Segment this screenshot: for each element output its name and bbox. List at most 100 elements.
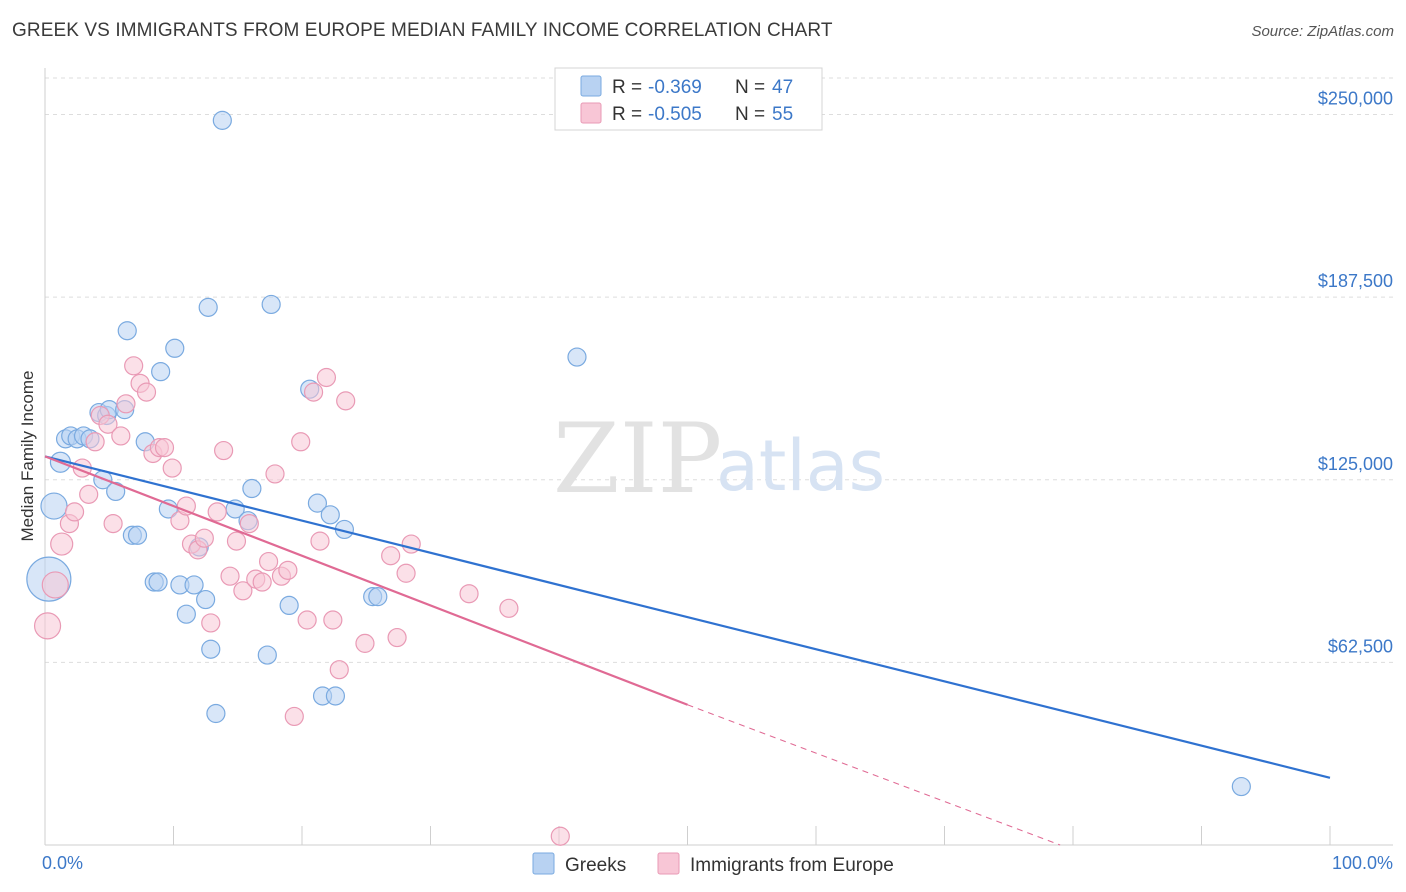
x-tick-label-min: 0.0% [42, 853, 83, 873]
greeks-point [198, 297, 218, 317]
y-tick-label: $187,500 [1318, 271, 1393, 291]
greeks-point [206, 703, 226, 724]
europe-point [136, 382, 157, 402]
europe-point [387, 627, 407, 648]
greeks-point [117, 321, 137, 341]
greeks-point [151, 362, 171, 382]
europe-point [207, 502, 227, 522]
europe-point [239, 513, 259, 534]
watermark: ZIP atlas [553, 403, 885, 515]
greeks-point [279, 595, 299, 616]
bottom-legend-swatch-europe [657, 852, 680, 875]
legend-swatch-europe [580, 102, 602, 124]
europe-point [226, 531, 247, 551]
greeks-point [307, 493, 328, 513]
bottom-legend-swatch-greeks [532, 852, 555, 875]
greeks-point [196, 589, 216, 610]
greeks-point [201, 639, 221, 659]
europe-point [291, 432, 311, 452]
europe-point [323, 610, 343, 630]
europe-point [336, 391, 356, 411]
greeks-point [148, 572, 168, 592]
data-points [26, 110, 1251, 846]
europe-point [201, 613, 221, 633]
source-credit: Source: ZipAtlas.com [1251, 23, 1394, 40]
europe-point [111, 426, 131, 446]
europe-point [265, 464, 285, 484]
greeks-point [257, 645, 277, 665]
x-tick-label-max: 100.0% [1332, 853, 1393, 873]
greeks-point [567, 347, 587, 367]
y-tick-label: $62,500 [1328, 636, 1393, 656]
europe-point [278, 560, 298, 580]
greeks-point [325, 686, 346, 706]
europe-trend-extension [687, 704, 1061, 846]
greeks-point [242, 478, 262, 499]
europe-point [176, 496, 196, 516]
stats-legend: R = -0.369 N = 47 R = -0.505 N = 55 [554, 67, 823, 131]
europe-point [154, 438, 175, 458]
europe-point [33, 612, 62, 640]
greeks-point [320, 505, 340, 525]
europe-point [220, 566, 240, 586]
europe-point [103, 513, 123, 534]
europe-point [41, 571, 69, 599]
europe-point [499, 598, 519, 618]
europe-point [550, 826, 570, 846]
greeks-point [261, 294, 281, 315]
legend-r-value-greeks: -0.369 [648, 77, 702, 98]
europe-point [252, 572, 272, 592]
greeks-point [212, 110, 232, 130]
legend-n-value-greeks: 47 [772, 77, 793, 98]
bottom-legend-label-greeks: Greeks [565, 855, 626, 876]
greeks-trend-line [44, 455, 1331, 779]
greeks-point [368, 587, 388, 607]
europe-point [329, 660, 349, 680]
europe-point [162, 458, 182, 478]
europe-point [194, 528, 214, 548]
europe-point [64, 502, 85, 522]
y-axis-label: Median Family Income [18, 370, 37, 541]
legend-r-label-europe: R = [612, 104, 642, 125]
greeks-point [165, 338, 185, 358]
europe-point [116, 394, 136, 414]
europe-point [79, 484, 99, 504]
legend-r-value-europe: -0.505 [648, 104, 702, 125]
legend-n-value-europe: 55 [772, 104, 793, 125]
greeks-point [127, 525, 148, 545]
bottom-legend-label-europe: Immigrants from Europe [690, 855, 894, 876]
europe-point [284, 706, 304, 727]
greeks-point [40, 492, 68, 520]
europe-point [85, 432, 105, 452]
europe-point [381, 546, 401, 566]
legend-swatch-greeks [580, 75, 602, 97]
tick-labels: 0.0% 100.0% $62,500 $125,000 $187,500 $250,… [42, 89, 1393, 873]
europe-point [355, 633, 375, 653]
europe-point [459, 584, 479, 604]
europe-point [258, 551, 279, 572]
greeks-point [106, 481, 126, 502]
legend-n-label-greeks: N = [735, 77, 765, 98]
europe-trend-line [44, 455, 688, 706]
europe-point [233, 581, 253, 601]
greeks-point [1231, 776, 1251, 797]
legend-n-label-europe: N = [735, 104, 765, 125]
greeks-point [184, 575, 204, 595]
europe-point [297, 610, 317, 630]
legend-r-label-greeks: R = [612, 77, 642, 98]
europe-point [310, 531, 330, 551]
watermark-zip: ZIP [553, 403, 722, 515]
europe-point [98, 414, 118, 434]
trend-lines [44, 455, 1331, 846]
europe-point [50, 532, 74, 556]
chart-title: GREEK VS IMMIGRANTS FROM EUROPE MEDIAN F… [12, 20, 833, 41]
europe-point [396, 563, 416, 583]
europe-point [214, 440, 234, 461]
y-tick-label: $250,000 [1318, 89, 1393, 109]
europe-point [316, 367, 337, 388]
europe-point [124, 356, 144, 376]
watermark-atlas: atlas [716, 425, 885, 507]
y-tick-label: $125,000 [1318, 454, 1393, 474]
greeks-point [176, 604, 196, 624]
